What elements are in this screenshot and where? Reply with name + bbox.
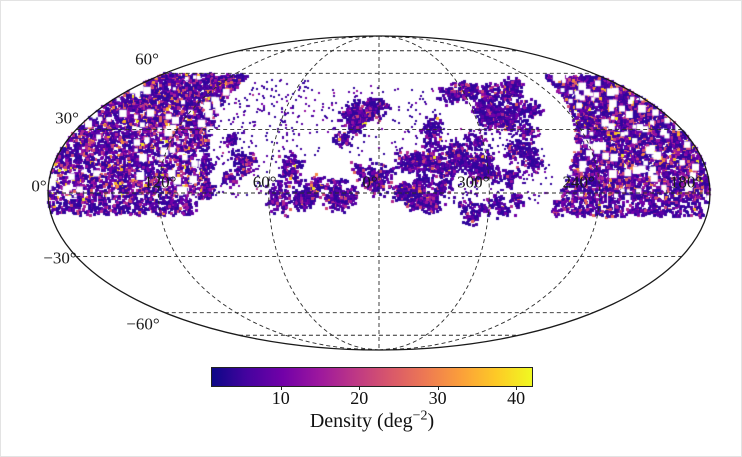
colorbar-tick-label: 40 [507,388,526,408]
colorbar-tick-label: 10 [271,388,290,408]
colorbar-tick-label: 30 [428,388,447,408]
meridian-line [378,35,601,351]
colorbar-tick-mark [437,386,439,390]
colorbar-tick-mark [280,386,282,390]
colorbar-label-exponent: −2 [412,408,428,424]
colorbar-tick-mark [516,386,518,390]
colorbar-gradient [211,367,533,387]
colorbar-axis-label: Density (deg−2) [211,409,533,433]
meridian-line [157,35,380,351]
colorbar-label-suffix: ) [427,410,435,432]
meridian-line [378,35,490,351]
colorbar-tick-mark [359,386,361,390]
meridian-line [268,35,380,351]
colorbar-label-text: Density (deg [309,410,413,432]
colorbar-tick-label: 20 [350,388,369,408]
map-boundary-ellipse [47,35,711,351]
